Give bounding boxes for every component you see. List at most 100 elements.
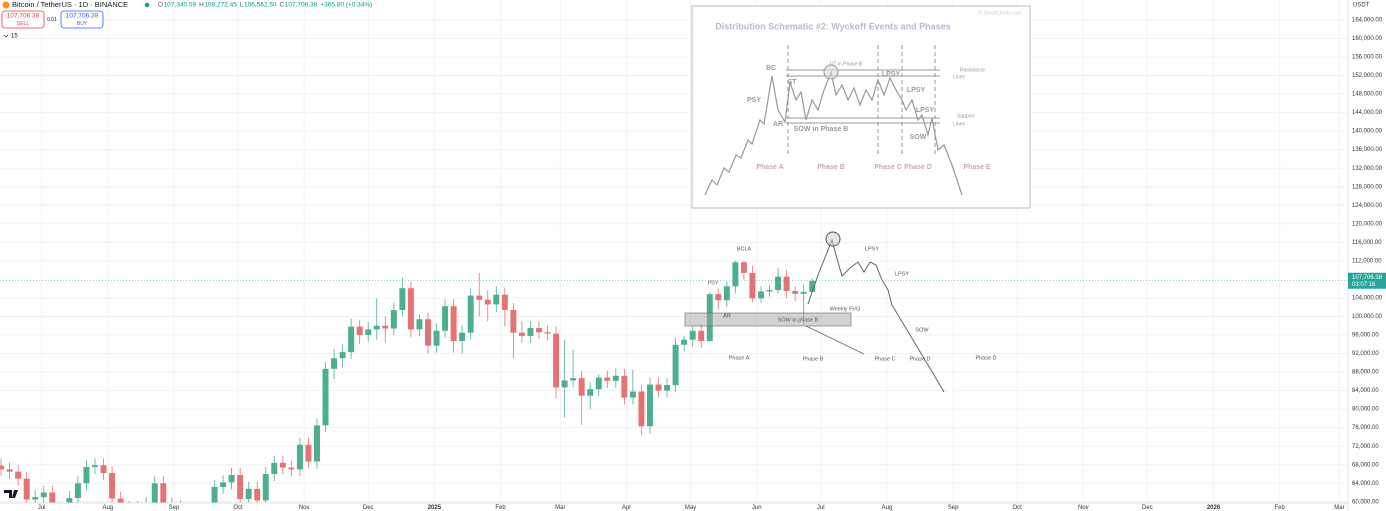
- quantity[interactable]: 0.01: [47, 17, 57, 23]
- candle-body: [220, 482, 227, 487]
- candle-body: [365, 329, 372, 335]
- chart-annotation: AR: [723, 313, 731, 319]
- candle-body: [723, 286, 730, 301]
- last-price-box: [1348, 272, 1386, 289]
- x-tick-label: 2025: [428, 505, 442, 511]
- candle-body: [382, 325, 389, 329]
- chart-annotation: LPSY: [895, 271, 909, 277]
- candle-body: [664, 385, 671, 391]
- chart-annotation: Phase D: [909, 356, 930, 362]
- ohlc-value: 107,706.38: [285, 2, 318, 9]
- schematic-label: ST: [788, 79, 798, 86]
- candle-body: [40, 492, 47, 498]
- candle-body: [459, 332, 466, 342]
- y-tick-label: 84,000.00: [1352, 388, 1379, 394]
- candle-body: [493, 294, 500, 305]
- x-tick-label: Feb: [495, 505, 506, 511]
- candle-body: [749, 272, 756, 299]
- y-tick-label: 76,000.00: [1352, 425, 1379, 431]
- candle-body: [706, 294, 713, 342]
- indicator-chevron[interactable]: [3, 34, 9, 38]
- y-tick-label: 160,000.00: [1352, 36, 1383, 42]
- y-tick-label: 104,000.00: [1352, 296, 1383, 302]
- schematic-label: Lines: [953, 74, 965, 80]
- candle-body: [783, 276, 790, 291]
- schematic-title: Distribution Schematic #2: Wyckoff Event…: [715, 21, 950, 31]
- candle-body: [237, 474, 244, 500]
- x-tick-label: Dec: [363, 505, 374, 511]
- chart-annotation: Weekly FVG: [830, 306, 861, 312]
- candle-body: [672, 344, 679, 386]
- arrow-line: [805, 325, 865, 355]
- buy-price[interactable]: 107,706.39: [66, 13, 99, 20]
- indicator-count[interactable]: 15: [11, 34, 18, 40]
- candle-body: [578, 378, 585, 396]
- candle-body: [356, 326, 363, 335]
- chart-annotation: BCLA: [737, 246, 752, 252]
- candle-body: [322, 368, 329, 426]
- y-tick-label: 68,000.00: [1352, 462, 1379, 468]
- candle-body: [313, 425, 320, 462]
- candles: [0, 260, 1348, 503]
- candle-body: [0, 465, 5, 470]
- x-tick-label: May: [685, 505, 696, 511]
- candle-body: [732, 262, 739, 287]
- x-tick-label: Mar: [555, 505, 565, 511]
- schematic-label: Phase E: [963, 164, 991, 171]
- sell-price[interactable]: 107,706.38: [7, 13, 40, 20]
- candle-body: [553, 333, 560, 388]
- symbol-icon: [2, 1, 10, 9]
- ohlc-readout: O 107,340.59 H 108,272.45 L 106,562.50 C 107,70…: [144, 2, 372, 9]
- candle-body: [604, 377, 611, 381]
- candle-body: [757, 291, 764, 299]
- candle-body: [612, 375, 619, 381]
- buy-label[interactable]: BUY: [77, 21, 88, 27]
- schematic-labels: BC UT in Phase B LPSY PSY ST AR SOW in Phase B…: [747, 61, 991, 171]
- ohlc-value: 106,562.50: [244, 2, 277, 9]
- candle-body: [339, 352, 346, 359]
- candle-body: [570, 378, 577, 381]
- logo: [4, 490, 18, 498]
- buy-button[interactable]: [60, 10, 104, 29]
- countdown: 03:07:16: [1352, 282, 1376, 288]
- schematic-label: Lines: [953, 121, 965, 127]
- annotations: BCLA PSY AR Weekly FVG SOW in phase B LPSY LPS…: [707, 246, 996, 362]
- candle-body: [92, 465, 98, 468]
- sell-button[interactable]: [1, 10, 45, 29]
- schematic-label: LPSY: [882, 71, 901, 78]
- x-tick-label: Apr: [622, 505, 631, 511]
- candle-body: [211, 486, 218, 503]
- x-tick-label: Sep: [948, 505, 959, 511]
- candle-body: [296, 444, 303, 470]
- x-tick-label: Nov: [1078, 505, 1089, 511]
- chart-annotation: Phase D: [975, 355, 996, 361]
- candle-body: [689, 330, 696, 340]
- schematic-label: Phase A: [756, 164, 783, 171]
- candle-body: [66, 498, 73, 503]
- x-tick-label: Feb: [1275, 505, 1286, 511]
- y-tick-label: 64,000.00: [1352, 481, 1379, 487]
- x-tick-label: Sep: [169, 505, 180, 511]
- x-tick-label: Nov: [299, 505, 310, 511]
- candle-body: [535, 328, 542, 333]
- candle-body: [638, 391, 645, 427]
- y-tick-label: 164,000.00: [1352, 18, 1383, 24]
- schematic-label: AR: [773, 121, 783, 128]
- y-tick-label: 148,000.00: [1352, 92, 1383, 98]
- candle-body: [442, 306, 449, 331]
- y-tick-label: 96,000.00: [1352, 333, 1379, 339]
- schematic-label: Support: [957, 113, 975, 119]
- ohlc-key: O: [158, 2, 163, 9]
- candle-body: [681, 339, 688, 345]
- y-tick-label: 80,000.00: [1352, 407, 1379, 413]
- x-tick-label: Jul: [817, 505, 825, 511]
- candle-body: [715, 294, 722, 301]
- candle-body: [228, 474, 235, 483]
- ohlc-value: 108,272.45: [204, 2, 237, 9]
- y-tick-label: 72,000.00: [1352, 444, 1379, 450]
- candle-body: [407, 288, 414, 330]
- candle-body: [544, 332, 551, 334]
- candle-body: [6, 469, 13, 472]
- sell-label[interactable]: SELL: [17, 21, 29, 27]
